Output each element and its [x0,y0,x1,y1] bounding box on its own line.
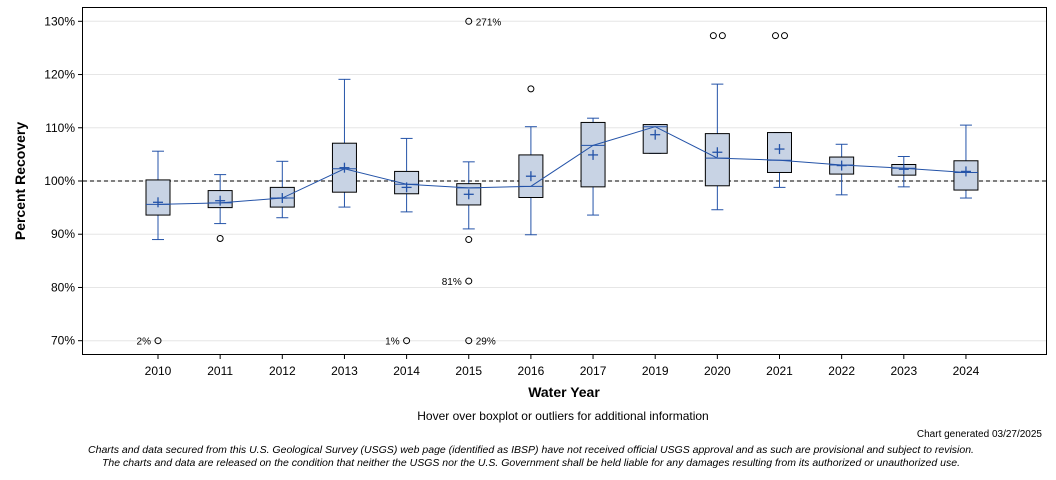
boxplot-2011 [207,174,233,225]
disclaimer-line-2: The charts and data are released on the … [102,457,960,469]
x-tick-label: 2011 [207,364,233,378]
outlier-point [709,32,717,40]
chart-generated-date: Chart generated 03/27/2025 [916,429,1042,440]
outlier-label: 2% [137,337,152,348]
boxplot-2020 [704,83,730,211]
x-tick-label: 2022 [828,364,855,378]
x-tick-label: 2016 [518,364,545,378]
x-tick-label: 2015 [455,364,482,378]
outlier-point [772,32,779,40]
median-connect-line [157,126,966,205]
y-tick-label: 90% [51,227,75,241]
outlier-label: 1% [385,337,400,348]
x-tick-label: 2024 [953,364,980,378]
outlier-point [527,85,535,93]
boxplot-2014 [394,137,420,213]
x-tick-label: 2021 [766,364,793,378]
boxplot-2021 [767,132,792,188]
y-tick-label: 70% [51,334,75,348]
boxplot-2024 [953,124,979,199]
hover-instructions: Hover over boxplot or outliers for addit… [417,409,709,423]
boxplot-2010 [145,150,171,241]
y-axis-title: Percent Recovery [12,122,28,241]
boxplot-2015 [456,161,482,230]
y-tick-label: 100% [44,174,75,188]
x-axis-title: Water Year [528,384,600,400]
outlier-label: 29% [476,337,496,348]
y-tick-label: 120% [44,68,75,82]
y-tick-label: 130% [44,14,75,28]
iqr-box [704,133,730,187]
x-tick-label: 2019 [642,364,669,378]
boxplot-2016 [518,126,544,236]
x-tick-label: 2014 [393,364,420,378]
y-tick-label: 80% [51,280,75,294]
iqr-box [580,121,606,188]
outlier-point [465,236,473,244]
outlier-label: 81% [442,277,462,288]
x-tick-label: 2013 [331,364,358,378]
outlier-point [154,337,162,345]
outlier-point [718,32,726,40]
x-tick-label: 2010 [145,364,172,378]
boxplot-chart: 2% 1% 271% 81% 29% 70% 80% 90% 100% 110% 120% 130%… [12,7,1047,400]
outlier-point [403,337,411,345]
y-tick-label: 110% [45,121,75,135]
boxplot-2013 [331,78,357,208]
outlier-point [465,17,473,25]
iqr-box [953,160,979,191]
outlier-label: 271% [476,17,502,28]
boxplot-2012 [269,160,295,219]
boxplot-2022 [829,143,855,196]
boxplot-2017 [580,117,606,216]
x-tick-label: 2012 [269,364,296,378]
outlier-point [216,234,224,242]
boxplot-2023 [891,156,917,188]
x-tick-label: 2017 [580,364,607,378]
outlier-point [781,32,788,40]
disclaimer-line-1: Charts and data secured from this U.S. G… [88,444,974,456]
x-tick-label: 2023 [890,364,917,378]
outlier-point [465,277,473,285]
outlier-point [465,337,473,345]
x-tick-label: 2020 [704,364,731,378]
